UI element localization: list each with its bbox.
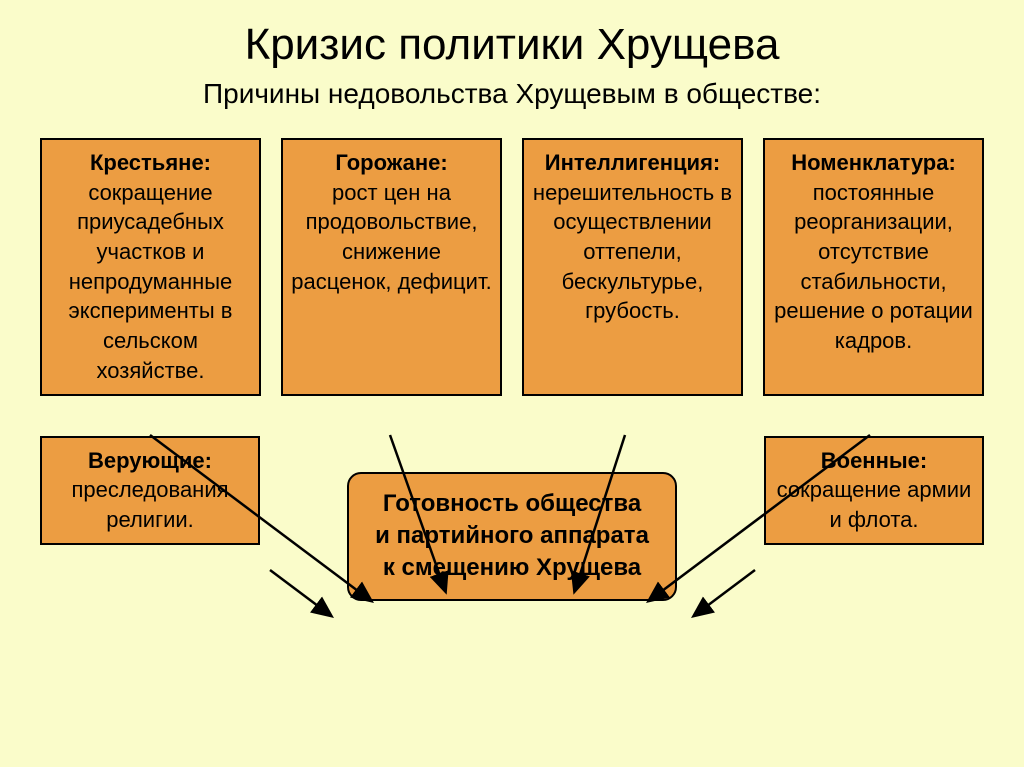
bottom-row: Верующие: преследования религии. Готовно… bbox=[40, 436, 984, 601]
box-body: сокращение приусадебных участков и непро… bbox=[48, 178, 253, 386]
box-heading: Интеллигенция: bbox=[530, 148, 735, 178]
box-heading: Горожане: bbox=[289, 148, 494, 178]
top-row: Крестьяне: сокращение приусадебных участ… bbox=[40, 138, 984, 396]
box-nomenklatura: Номенклатура: постоянные реорганизации, … bbox=[763, 138, 984, 396]
box-heading: Номенклатура: bbox=[771, 148, 976, 178]
box-body: сокращение армии и флота. bbox=[772, 475, 976, 534]
box-body: постоянные реорганизации, отсутствие ста… bbox=[771, 178, 976, 356]
slide-root: Кризис политики Хрущева Причины недоволь… bbox=[0, 0, 1024, 767]
box-heading: Верующие: bbox=[48, 446, 252, 476]
box-body: преследования религии. bbox=[48, 475, 252, 534]
box-body: рост цен на продовольствие, снижение рас… bbox=[289, 178, 494, 297]
box-citizens: Горожане: рост цен на продовольствие, сн… bbox=[281, 138, 502, 396]
box-heading: Крестьяне: bbox=[48, 148, 253, 178]
box-believers: Верующие: преследования религии. bbox=[40, 436, 260, 545]
center-line: к смещению Хрущева bbox=[375, 552, 649, 584]
box-body: нерешительность в осуществлении оттепели… bbox=[530, 178, 735, 326]
center-line: Готовность общества bbox=[375, 488, 649, 520]
slide-title: Кризис политики Хрущева bbox=[40, 20, 984, 70]
box-peasants: Крестьяне: сокращение приусадебных участ… bbox=[40, 138, 261, 396]
center-line: и партийного аппарата bbox=[375, 520, 649, 552]
box-heading: Военные: bbox=[772, 446, 976, 476]
box-military: Военные: сокращение армии и флота. bbox=[764, 436, 984, 545]
box-center-conclusion: Готовность общества и партийного аппарат… bbox=[347, 472, 677, 601]
slide-subtitle: Причины недовольства Хрущевым в обществе… bbox=[40, 78, 984, 110]
box-intelligentsia: Интеллигенция: нерешительность в осущест… bbox=[522, 138, 743, 396]
